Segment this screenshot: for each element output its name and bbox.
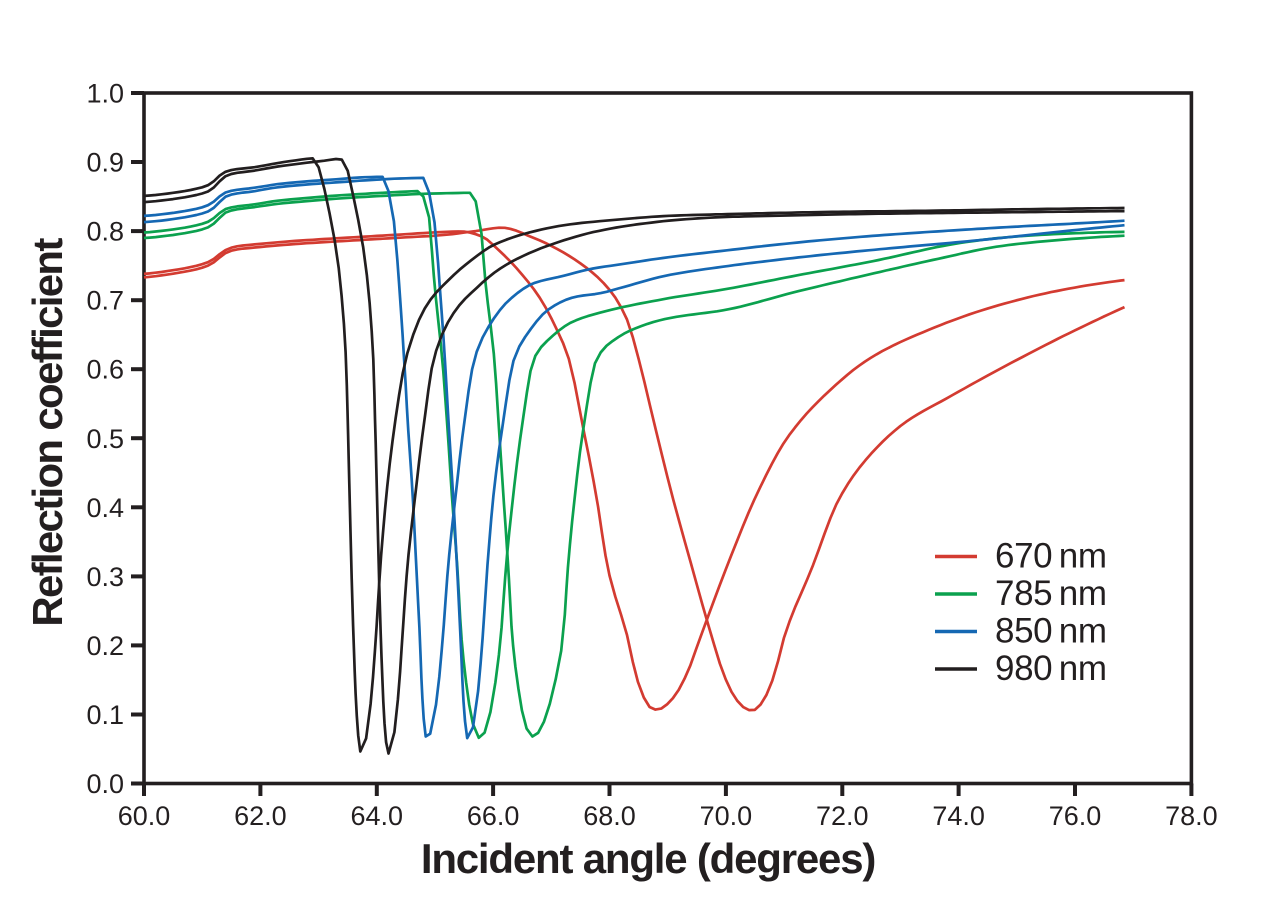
svg-text:Reflection coefficient: Reflection coefficient <box>24 238 71 627</box>
svg-text:1.0: 1.0 <box>86 79 124 109</box>
svg-text:62.0: 62.0 <box>234 801 287 831</box>
svg-text:0.3: 0.3 <box>86 562 124 592</box>
svg-text:60.0: 60.0 <box>118 801 171 831</box>
svg-text:78.0: 78.0 <box>1165 801 1218 831</box>
svg-text:0.2: 0.2 <box>86 631 124 661</box>
svg-text:66.0: 66.0 <box>467 801 520 831</box>
svg-text:72.0: 72.0 <box>816 801 869 831</box>
svg-text:670 nm: 670 nm <box>995 537 1107 576</box>
svg-text:0.4: 0.4 <box>86 493 124 523</box>
svg-text:74.0: 74.0 <box>932 801 985 831</box>
svg-text:76.0: 76.0 <box>1049 801 1102 831</box>
svg-text:0.1: 0.1 <box>86 700 124 730</box>
svg-text:70.0: 70.0 <box>700 801 753 831</box>
svg-text:64.0: 64.0 <box>351 801 404 831</box>
svg-text:0.7: 0.7 <box>86 286 124 316</box>
svg-text:Incident angle (degrees): Incident angle (degrees) <box>421 835 875 882</box>
svg-text:68.0: 68.0 <box>583 801 636 831</box>
svg-text:0.5: 0.5 <box>86 424 124 454</box>
svg-text:785 nm: 785 nm <box>995 574 1107 613</box>
svg-text:980 nm: 980 nm <box>995 649 1107 688</box>
svg-text:0.6: 0.6 <box>86 355 124 385</box>
svg-text:0.8: 0.8 <box>86 217 124 247</box>
svg-text:850 nm: 850 nm <box>995 612 1107 651</box>
svg-text:0.0: 0.0 <box>86 769 124 799</box>
svg-text:0.9: 0.9 <box>86 148 124 178</box>
